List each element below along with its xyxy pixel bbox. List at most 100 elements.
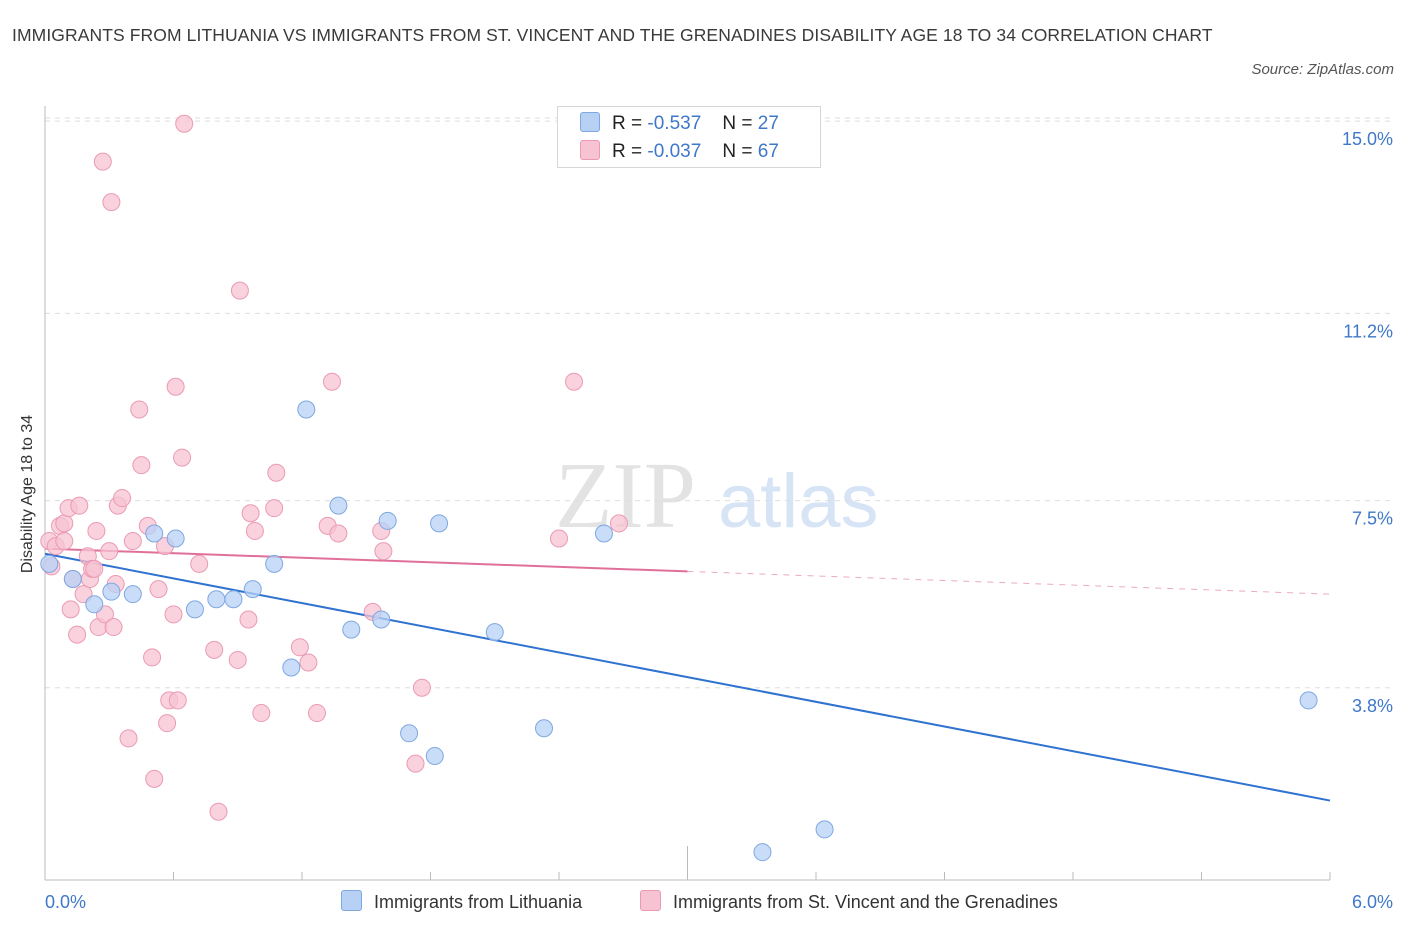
legend-r-label: R = [612,113,643,134]
legend-swatch-blue [341,890,362,911]
legend-swatch-blue [580,112,600,132]
x-tick-label: 6.0% [1352,892,1393,912]
point-stvincent [145,769,164,788]
point-lithuania [594,524,613,543]
point-lithuania [243,580,262,599]
point-stvincent [68,625,87,644]
point-stvincent [550,529,568,548]
point-stvincent [205,640,224,659]
point-lithuania [102,582,121,601]
point-stvincent [175,114,194,133]
point-stvincent [93,152,112,171]
trend-lines [44,547,1331,802]
point-lithuania [430,514,449,533]
source-credit: Source: ZipAtlas.com [1251,61,1394,78]
point-lithuania [85,595,104,614]
point-lithuania [297,400,316,419]
trend-line-extension [687,570,1331,595]
legend-r-label: R = [612,141,643,162]
point-stvincent [245,521,264,540]
point-stvincent [119,729,138,748]
legend-swatch-pink [580,140,600,160]
axes [44,106,1331,881]
x-tick-label: 0.0% [45,892,86,912]
point-lithuania [400,724,419,743]
legend-label-stvincent: Immigrants from St. Vincent and the Gren… [673,892,1058,912]
point-stvincent [406,754,425,773]
point-stvincent [166,377,185,396]
point-stvincent [265,499,284,518]
point-stvincent [329,524,348,543]
tick-labels: 3.8% 7.5% 11.2% 15.0% 0.0% 6.0% [45,129,1393,912]
chart-title: IMMIGRANTS FROM LITHUANIA VS IMMIGRANTS … [12,25,1213,45]
point-lithuania [63,570,82,588]
point-lithuania [224,590,243,609]
point-stvincent [70,496,89,515]
point-lithuania [166,529,185,548]
point-stvincent [104,618,123,637]
point-stvincent [190,554,209,573]
point-stvincent [209,802,228,821]
point-lithuania [342,620,361,639]
legend-swatch-pink [640,890,661,911]
point-stvincent [113,489,132,508]
y-tick-label: 7.5% [1352,509,1393,529]
watermark-atlas: atlas [718,459,879,544]
point-lithuania [282,658,301,677]
watermark: ZIP atlas [555,444,879,548]
point-lithuania [329,496,348,515]
point-stvincent [564,372,583,391]
point-stvincent [241,504,260,523]
legend-label-lithuania: Immigrants from Lithuania [374,892,583,912]
point-lithuania [145,524,164,543]
legend-n-label: N = [722,113,753,134]
y-tick-label: 15.0% [1342,129,1393,149]
legend-row-stvincent: R = -0.037 N = 67 [580,140,779,166]
point-stvincent [55,532,74,551]
point-stvincent [173,448,192,467]
point-stvincent [228,650,247,669]
y-tick-label: 11.2% [1343,321,1393,341]
series-legend: Immigrants from Lithuania Immigrants fro… [0,890,1406,916]
point-stvincent [168,691,187,710]
point-stvincent [299,653,318,672]
point-stvincent [85,559,104,578]
legend-n-value: 27 [757,113,779,134]
point-stvincent [252,704,271,723]
legend-r-value: -0.037 [647,141,702,162]
legend-item-lithuania: Immigrants from Lithuania [341,890,582,913]
point-stvincent [322,372,341,391]
point-stvincent [267,463,286,482]
point-lithuania [40,554,59,573]
legend-n-value: 67 [757,141,779,162]
point-stvincent [230,281,249,300]
point-stvincent [100,542,119,561]
point-lithuania [207,590,226,609]
stats-legend: R = -0.537 N = 27 R = -0.037 N = 67 [557,106,821,168]
point-lithuania [535,719,554,738]
point-stvincent [61,600,80,619]
point-lithuania [815,820,834,839]
point-stvincent [164,605,183,624]
point-lithuania [753,843,772,862]
legend-row-lithuania: R = -0.537 N = 27 [580,112,779,138]
data-points [40,114,1318,862]
point-stvincent [158,714,177,733]
point-stvincent [87,521,106,540]
point-stvincent [290,638,309,657]
point-stvincent [307,704,326,723]
point-stvincent [374,542,393,561]
point-stvincent [132,456,151,475]
point-stvincent [239,610,258,629]
legend-r-value: -0.537 [647,113,702,134]
point-lithuania [265,554,284,573]
point-lithuania [1299,691,1318,710]
legend-n-label: N = [722,141,753,162]
watermark-zip: ZIP [555,444,696,548]
point-stvincent [149,580,168,599]
point-stvincent [143,648,162,667]
point-stvincent [123,532,142,551]
trend-line-stvincent [44,547,688,573]
point-stvincent [102,193,121,212]
legend-item-stvincent: Immigrants from St. Vincent and the Gren… [640,890,1058,913]
